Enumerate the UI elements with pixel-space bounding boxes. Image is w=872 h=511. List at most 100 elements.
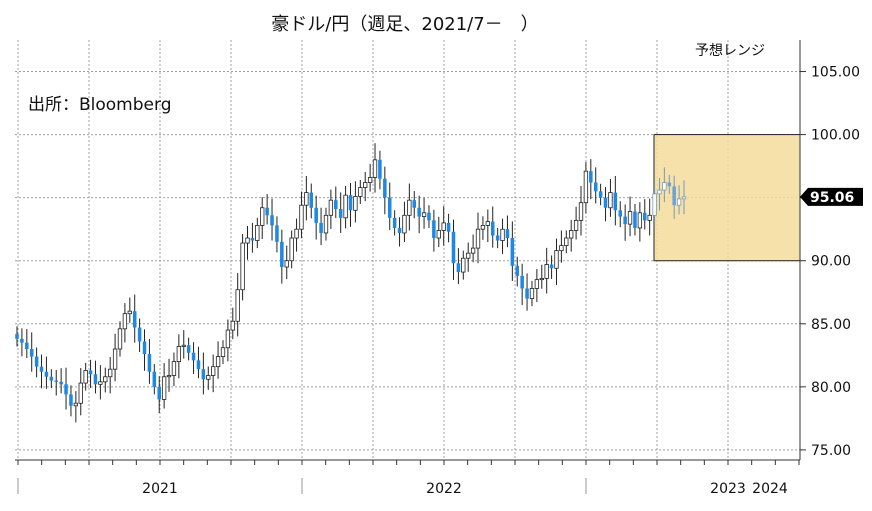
candle-body — [137, 327, 142, 342]
candle-body — [383, 178, 387, 198]
candles — [15, 143, 687, 423]
candle-body — [470, 247, 476, 254]
candle-body — [211, 366, 216, 376]
candle-body — [402, 214, 407, 234]
candle-body — [20, 338, 24, 343]
candle-body — [466, 252, 471, 259]
candle-body — [73, 402, 79, 407]
candle-body — [112, 348, 118, 370]
candle-body — [299, 204, 304, 230]
candle-body — [265, 207, 269, 216]
y-tick-label: 80.00 — [811, 380, 851, 396]
candle-body — [652, 193, 657, 216]
candle-body — [108, 368, 113, 378]
candle-body — [338, 209, 343, 218]
candle-body — [672, 186, 676, 206]
candle-body — [152, 371, 157, 387]
candle-body — [343, 194, 348, 219]
candle-body — [456, 263, 461, 273]
candle-body — [544, 264, 549, 279]
candle-body — [181, 344, 186, 347]
y-tick-label: 85.00 — [811, 317, 851, 333]
chart-title: 豪ドル/円（週足、2021/7－ ） — [271, 14, 538, 35]
candle-body — [59, 381, 63, 385]
candle-body — [161, 376, 167, 400]
candle-body — [520, 275, 524, 289]
candle-body — [201, 369, 206, 380]
candle-body — [589, 171, 593, 183]
candle-body — [549, 264, 554, 269]
candle-body — [304, 192, 309, 206]
candle-body — [490, 221, 495, 236]
candle-body — [275, 225, 279, 242]
candle-body — [289, 237, 294, 262]
candle-body — [294, 228, 299, 239]
candle-body — [451, 231, 456, 264]
candle-body — [446, 222, 451, 232]
candle-body — [147, 354, 152, 372]
candle-body — [598, 191, 603, 198]
x-tick-label: 2023 — [710, 481, 746, 497]
candle-body — [319, 222, 323, 233]
candle-body — [676, 198, 682, 206]
last-value-marker: 95.06 — [800, 187, 863, 206]
candle-body — [421, 212, 427, 217]
candle-body — [78, 382, 83, 404]
candle-body — [314, 207, 318, 223]
candle-body — [64, 384, 68, 395]
forecast-range-label: 予想レンジ — [695, 43, 765, 59]
candle-body — [49, 376, 54, 381]
candle-body — [83, 370, 88, 384]
candle-body — [573, 219, 579, 231]
candle-body — [378, 159, 382, 179]
candle-body — [529, 288, 535, 299]
candle-body — [372, 159, 378, 178]
source-note: 出所：Bloomberg — [28, 95, 171, 115]
candle-body — [436, 230, 441, 239]
candle-body — [647, 214, 652, 221]
candle-body — [534, 279, 540, 289]
candle-body — [122, 313, 128, 330]
candle-body — [220, 347, 226, 357]
candle-body — [363, 182, 368, 188]
candle-body — [578, 202, 584, 221]
candle-body — [623, 216, 627, 225]
candle-body — [54, 380, 59, 382]
candle-body — [25, 342, 29, 350]
candle-body — [260, 207, 265, 226]
candle-body — [171, 361, 177, 376]
candle-body — [505, 229, 510, 239]
candle-body — [633, 211, 637, 228]
candle-body — [206, 375, 211, 380]
candle-body — [142, 341, 147, 355]
candle-body — [34, 356, 39, 367]
candle-body — [284, 260, 289, 268]
candle-body — [500, 228, 505, 241]
candle-body — [127, 310, 132, 315]
candle-body — [98, 381, 103, 385]
candle-body — [583, 170, 589, 204]
candle-body — [662, 182, 667, 191]
candle-body — [603, 197, 608, 208]
candle-body — [681, 196, 687, 200]
candle-body — [461, 257, 466, 273]
candle-body — [15, 333, 19, 339]
candle-body — [44, 371, 49, 377]
candle-body — [280, 241, 284, 268]
candle-body — [191, 352, 196, 361]
candle-body — [176, 346, 182, 363]
candle-body — [539, 277, 544, 281]
candle-body — [637, 212, 643, 229]
candle-body — [29, 349, 34, 357]
candle-body — [225, 329, 231, 349]
x-tick-label: 2021 — [142, 481, 178, 497]
candle-body — [407, 199, 412, 216]
candle-body — [353, 195, 358, 211]
candle-body — [230, 320, 235, 331]
candle-body — [387, 197, 392, 218]
candle-body — [627, 211, 633, 225]
candle-body — [103, 376, 108, 383]
candle-body — [255, 225, 260, 241]
candle-body — [309, 192, 314, 208]
